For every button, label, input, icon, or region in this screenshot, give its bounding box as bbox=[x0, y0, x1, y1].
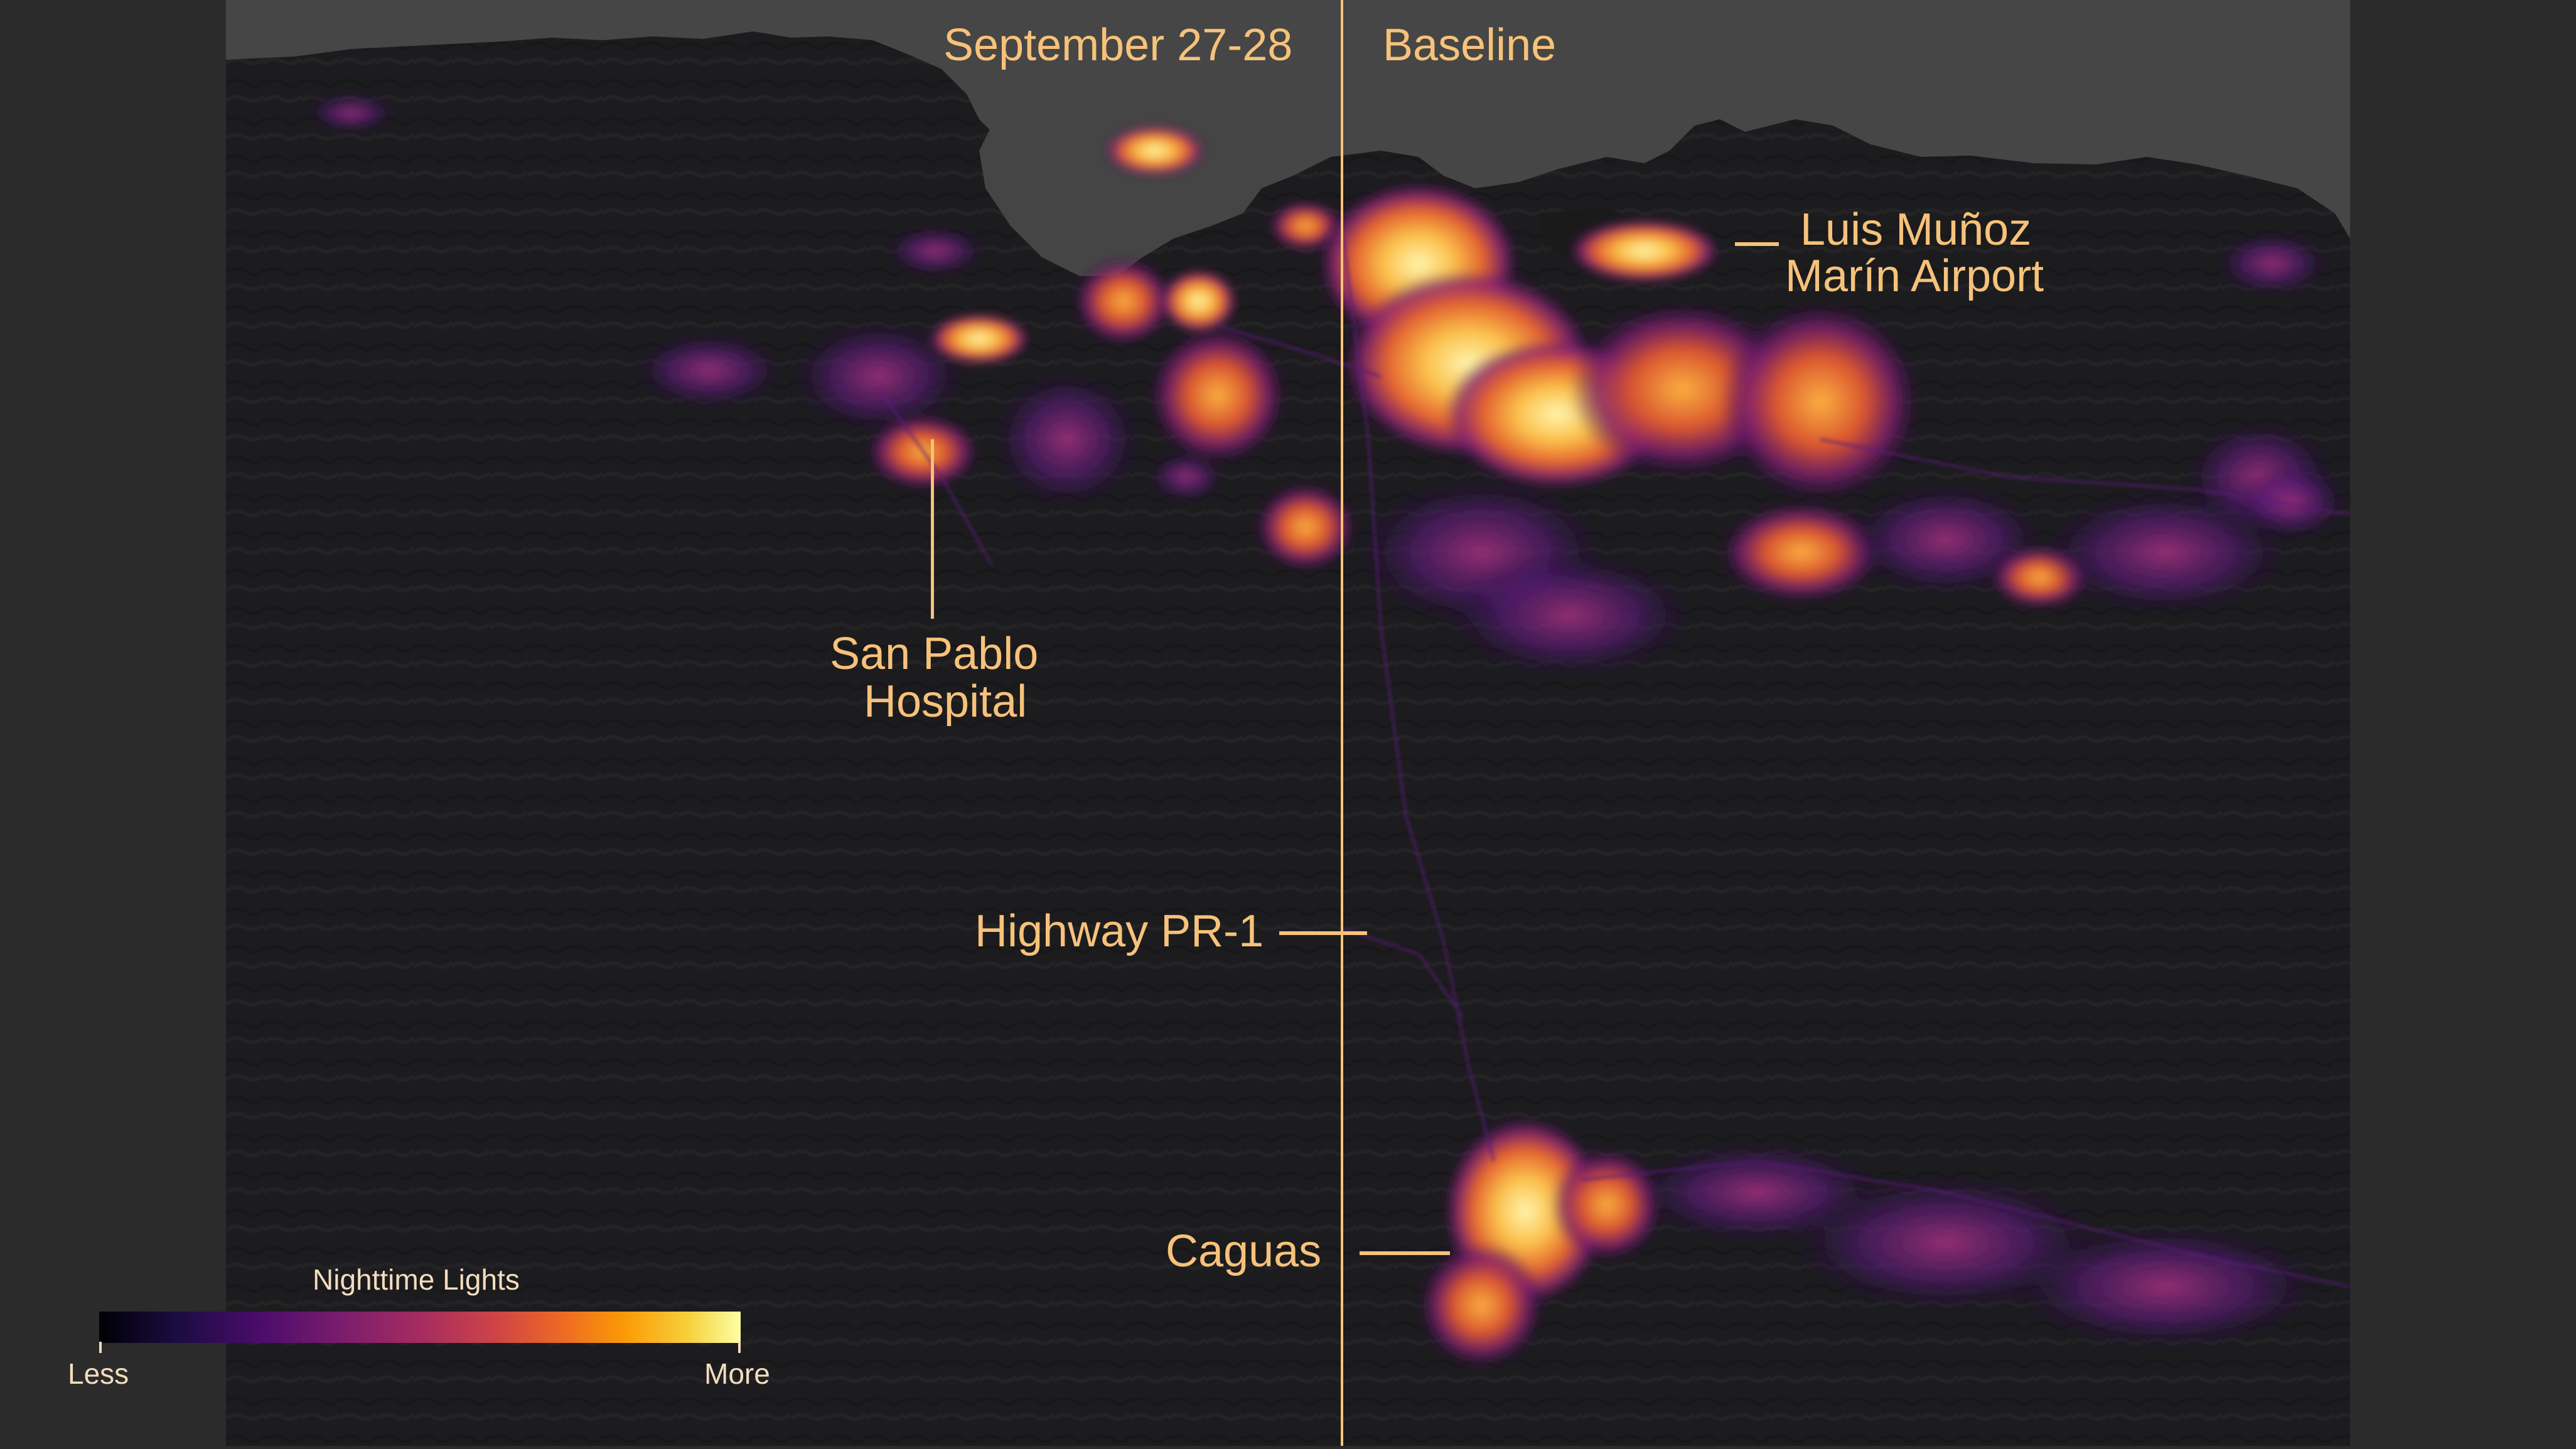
airport-label-line2: Marín Airport bbox=[1785, 251, 2044, 301]
legend-tick-low bbox=[99, 1342, 102, 1353]
caguas-label: Caguas bbox=[1166, 1226, 1322, 1276]
highway-leader-line bbox=[1279, 931, 1367, 935]
right-panel-lights bbox=[1318, 182, 2348, 1368]
hospital-leader-line bbox=[931, 439, 934, 619]
left-panel-title: September 27-28 bbox=[943, 20, 1293, 70]
right-panel-title: Baseline bbox=[1383, 20, 1557, 70]
highway-label: Highway PR-1 bbox=[975, 906, 1264, 956]
left-panel-lights bbox=[308, 94, 1356, 571]
road-network bbox=[877, 238, 2351, 1288]
legend-title: Nighttime Lights bbox=[313, 1263, 520, 1296]
legend-tick-high bbox=[738, 1342, 741, 1353]
airport-label-line1: Luis Muñoz bbox=[1800, 205, 2032, 255]
caguas-leader-line bbox=[1360, 1251, 1450, 1255]
airport-leader-line bbox=[1735, 242, 1779, 246]
legend-color-ramp bbox=[99, 1312, 741, 1343]
legend-low-label: Less bbox=[68, 1357, 129, 1390]
hospital-label-line1: San Pablo bbox=[830, 629, 1039, 679]
ocean-area bbox=[226, 0, 2350, 238]
hospital-label-line2: Hospital bbox=[864, 676, 1028, 727]
legend-high-label: More bbox=[704, 1357, 770, 1390]
